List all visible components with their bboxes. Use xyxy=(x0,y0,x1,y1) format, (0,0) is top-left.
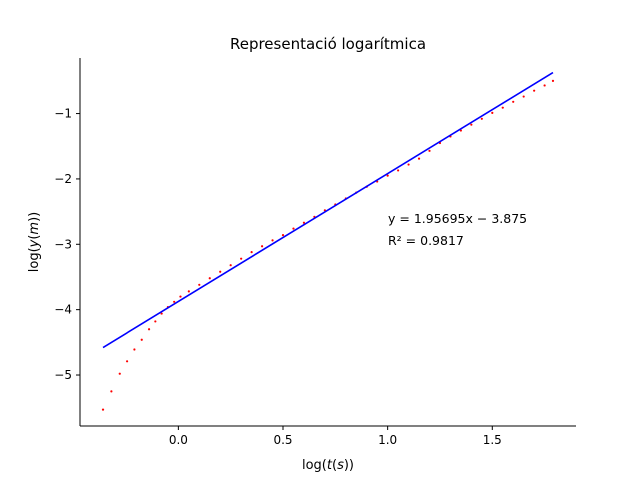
y-tick-label: −2 xyxy=(54,172,72,186)
r-squared-label: R² = 0.9817 xyxy=(388,233,464,248)
data-point-19 xyxy=(260,245,264,248)
data-point-22 xyxy=(292,227,295,230)
data-point-23 xyxy=(302,221,306,224)
data-point-1 xyxy=(110,390,113,393)
data-point-31 xyxy=(386,174,389,177)
x-tick-label: 1.5 xyxy=(483,433,502,447)
x-ticks: 0.0 0.5 1.0 1.5 xyxy=(169,426,502,447)
data-point-40 xyxy=(480,117,483,120)
data-point-13 xyxy=(198,283,201,286)
data-point-7 xyxy=(154,320,157,323)
data-point-17 xyxy=(240,257,243,260)
data-point-5 xyxy=(140,338,143,341)
chart-title: Representació logarítmica xyxy=(230,35,426,53)
regression-line xyxy=(102,71,554,349)
data-point-0 xyxy=(101,408,105,411)
data-point-35 xyxy=(428,149,431,152)
data-point-21 xyxy=(281,234,285,237)
data-point-16 xyxy=(229,264,232,267)
data-point-3 xyxy=(125,360,129,363)
data-point-2 xyxy=(118,372,121,375)
data-point-34 xyxy=(417,157,421,160)
data-point-32 xyxy=(397,169,400,172)
data-point-47 xyxy=(551,79,555,82)
y-tick-label: −5 xyxy=(54,368,72,382)
data-point-6 xyxy=(147,328,151,331)
y-tick-label: −1 xyxy=(54,107,72,121)
x-axis-label: log(t(s)) xyxy=(302,458,354,473)
y-ticks: −5 −4 −3 −2 −1 xyxy=(54,107,80,382)
data-point-8 xyxy=(160,312,163,315)
y-tick-label: −3 xyxy=(54,237,72,251)
data-point-42 xyxy=(501,106,504,109)
x-tick-label: 1.0 xyxy=(378,433,397,447)
data-point-44 xyxy=(522,95,525,98)
data-point-46 xyxy=(543,84,546,87)
data-point-15 xyxy=(219,270,222,273)
plot-marks xyxy=(101,71,555,411)
x-tick-label: 0.5 xyxy=(273,433,292,447)
data-point-11 xyxy=(179,295,182,298)
data-point-20 xyxy=(271,239,274,242)
y-axis-label: log(y(m)) xyxy=(27,212,42,273)
data-point-10 xyxy=(173,300,176,303)
data-point-39 xyxy=(470,123,473,126)
data-point-33 xyxy=(407,163,410,166)
regression-equation: y = 1.95695x − 3.875 xyxy=(388,211,527,226)
x-tick-label: 0.0 xyxy=(169,433,188,447)
data-point-45 xyxy=(533,89,536,92)
data-point-12 xyxy=(187,290,190,293)
data-point-14 xyxy=(208,277,211,280)
data-point-4 xyxy=(133,348,136,351)
data-point-41 xyxy=(491,111,494,115)
y-tick-label: −4 xyxy=(54,303,72,317)
data-point-18 xyxy=(250,251,253,254)
data-point-43 xyxy=(512,100,515,103)
